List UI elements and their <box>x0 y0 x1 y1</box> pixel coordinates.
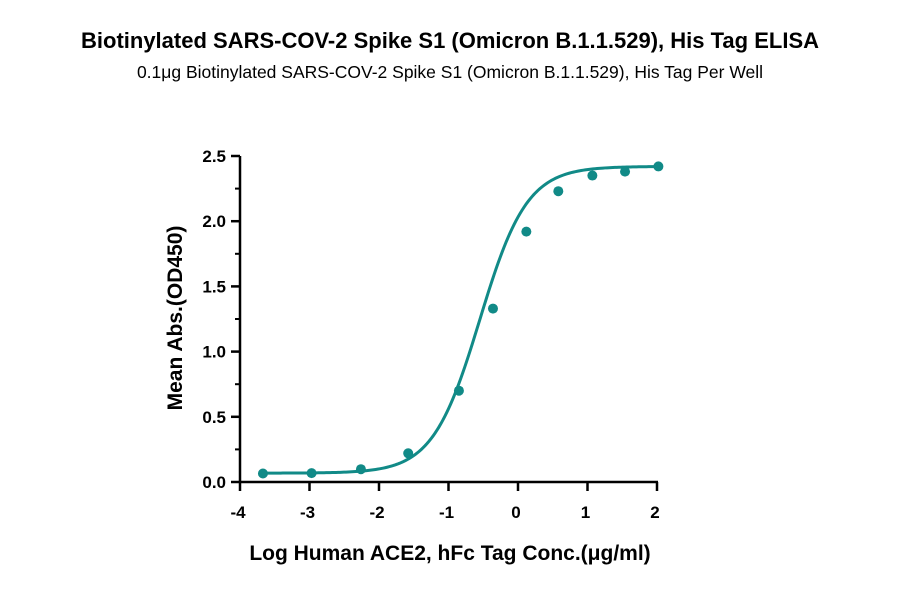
data-point <box>653 161 664 172</box>
data-point <box>403 448 414 459</box>
chart-subtitle: 0.1μg Biotinylated SARS-COV-2 Spike S1 (… <box>136 62 764 82</box>
y-tick-label: 1.0 <box>202 343 226 362</box>
x-axis-label: Log Human ACE2, hFc Tag Conc.(μg/ml) <box>249 542 650 565</box>
chart-title: Biotinylated SARS-COV-2 Spike S1 (Omicro… <box>81 28 819 53</box>
x-tick-label: 1 <box>581 503 590 522</box>
data-point <box>521 226 532 237</box>
data-point <box>453 385 464 396</box>
data-point <box>587 170 598 181</box>
x-tick-label: -3 <box>300 503 315 522</box>
y-tick-label: 0.0 <box>202 473 226 492</box>
fit-curve <box>262 165 659 475</box>
data-point <box>553 186 564 197</box>
data-point <box>306 468 317 479</box>
data-point <box>355 464 366 475</box>
x-tick-label: -2 <box>369 503 384 522</box>
fit-curve-layer <box>262 165 659 475</box>
y-tick-label: 1.5 <box>202 277 226 296</box>
axes: 0.0 0.5 1.0 1.5 2.0 2.5 -4 -3 -2 -1 0 1 2 <box>202 147 659 522</box>
data-point <box>487 303 498 314</box>
data-points-layer <box>257 161 664 479</box>
data-point <box>257 468 268 479</box>
y-tick-label: 0.5 <box>202 408 226 427</box>
y-tick-label: 2.0 <box>202 212 226 231</box>
x-tick-label: 0 <box>511 503 520 522</box>
data-point <box>620 166 631 177</box>
y-tick-label: 2.5 <box>202 147 226 166</box>
y-axis-label: Mean Abs.(OD450) <box>164 226 187 411</box>
x-tick-label: -4 <box>230 503 246 522</box>
x-tick-label: -1 <box>439 503 454 522</box>
x-tick-label: 2 <box>650 503 659 522</box>
